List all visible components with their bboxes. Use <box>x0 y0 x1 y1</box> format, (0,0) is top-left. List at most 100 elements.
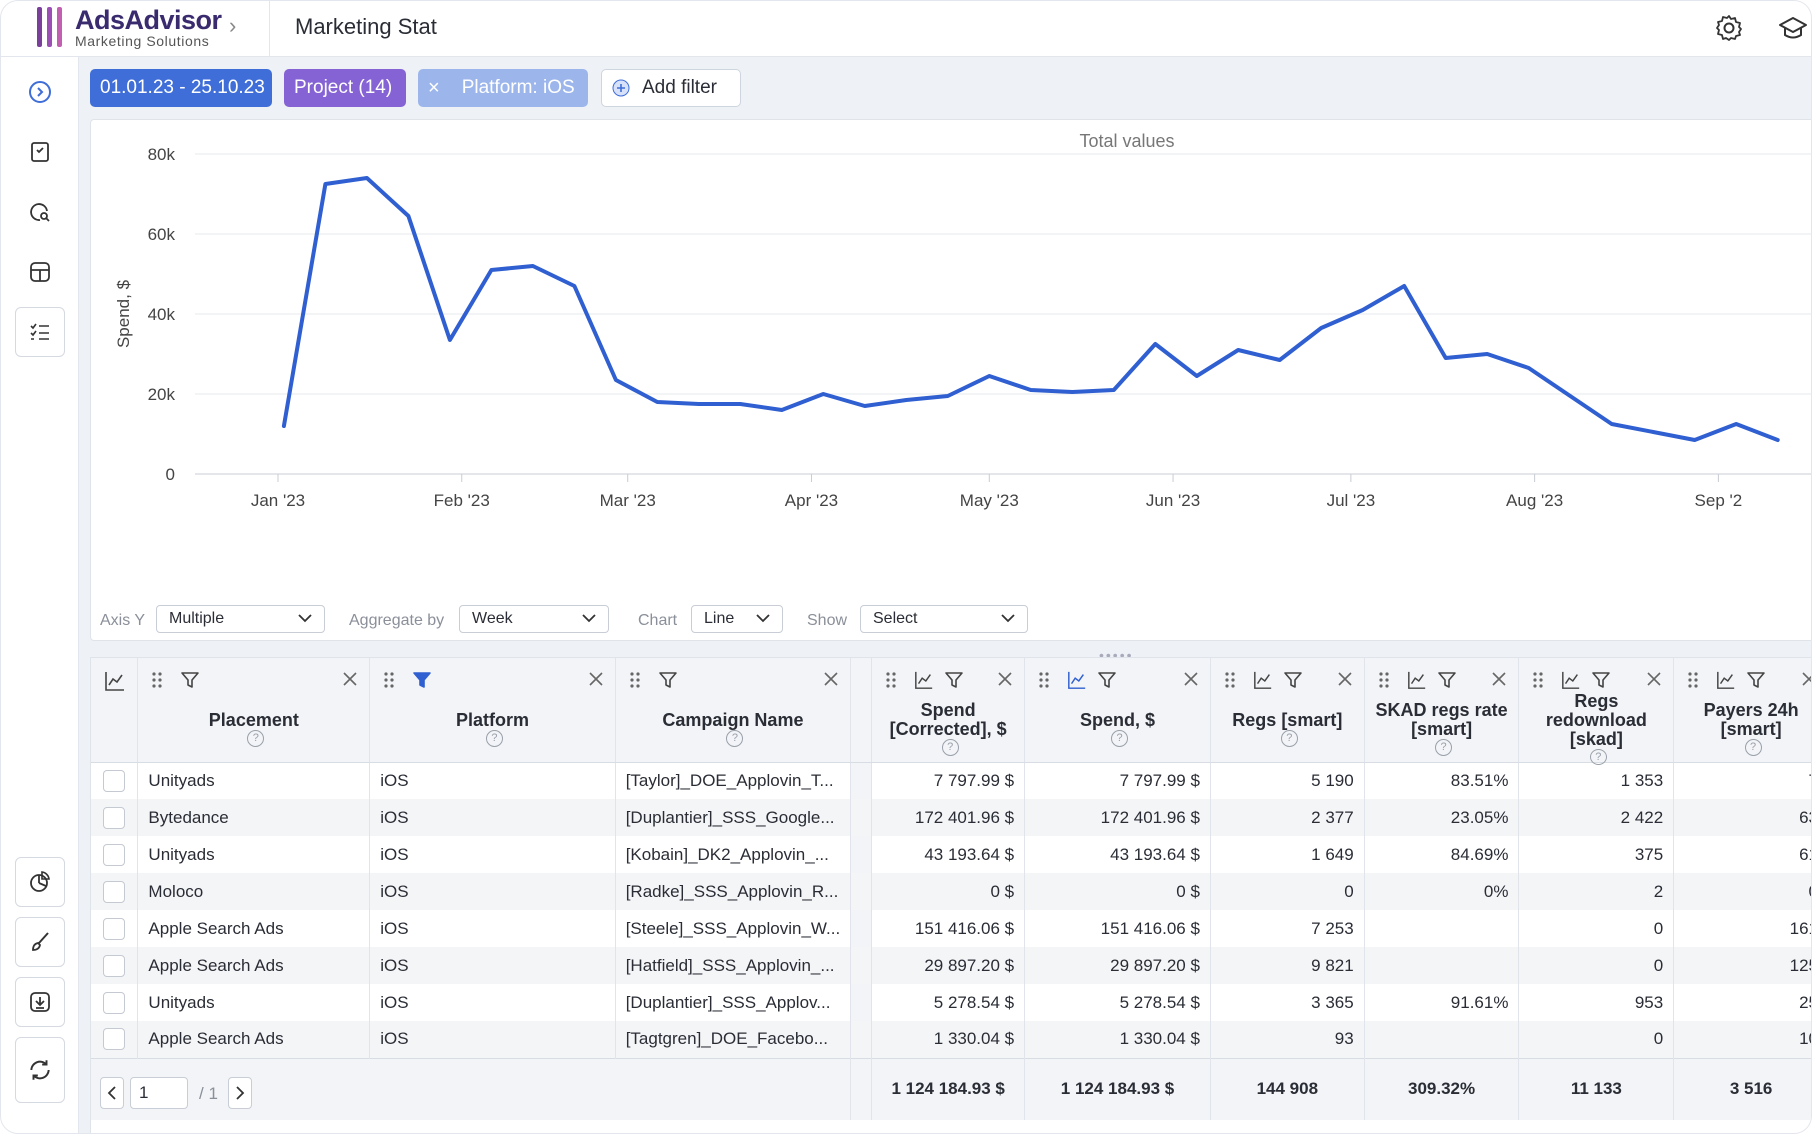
drag-handle-icon[interactable] <box>150 670 164 690</box>
row-checkbox[interactable] <box>103 806 126 829</box>
table-row[interactable]: Unityads iOS [Duplantier]_SSS_Applov... 5 2… <box>91 984 1811 1021</box>
close-icon[interactable] <box>1182 670 1200 688</box>
table-cell: 91.61% <box>1364 984 1520 1021</box>
brush-icon[interactable] <box>15 917 65 967</box>
drag-handle-icon[interactable] <box>628 670 642 690</box>
drag-handle-icon[interactable] <box>1223 670 1237 690</box>
drag-handle-icon[interactable] <box>1377 670 1391 690</box>
next-page-button[interactable] <box>228 1077 252 1109</box>
filter-icon[interactable] <box>1437 670 1457 690</box>
aggregate-select[interactable]: Week <box>459 605 609 633</box>
table-row[interactable]: Unityads iOS [Taylor]_DOE_Applovin_T... 7 7… <box>91 762 1811 799</box>
row-checkbox[interactable] <box>103 880 126 903</box>
chart-line-icon[interactable] <box>914 670 934 690</box>
column-header-spend-corrected[interactable]: Spend [Corrected], $? <box>871 658 1026 763</box>
help-icon[interactable]: ? <box>247 729 265 747</box>
chart-type-select[interactable]: Line <box>691 605 783 633</box>
row-checkbox[interactable] <box>103 1028 126 1051</box>
filter-icon[interactable] <box>944 670 964 690</box>
layout-icon[interactable] <box>21 253 59 291</box>
chart-line-icon[interactable] <box>1253 670 1273 690</box>
add-filter-button[interactable]: Add filter <box>601 69 741 107</box>
graduation-cap-icon[interactable] <box>1778 13 1808 43</box>
drag-handle-icon[interactable] <box>1037 670 1051 690</box>
table-row[interactable]: Apple Search Ads iOS [Tagtgren]_DOE_Facebo… <box>91 1021 1811 1058</box>
pie-chart-icon[interactable] <box>15 857 65 907</box>
drag-handle-icon[interactable] <box>1531 670 1545 690</box>
axis-y-select[interactable]: Multiple <box>156 605 325 633</box>
chart-line-icon[interactable] <box>104 670 126 692</box>
row-checkbox[interactable] <box>103 954 126 977</box>
close-icon[interactable] <box>996 670 1014 688</box>
download-icon[interactable] <box>15 977 65 1027</box>
close-icon[interactable] <box>341 670 359 688</box>
sync-icon[interactable] <box>15 1037 65 1103</box>
help-icon[interactable]: ? <box>726 729 744 747</box>
column-header-regs[interactable]: Regs [smart]? <box>1210 658 1365 763</box>
filter-icon[interactable] <box>1097 670 1117 690</box>
table-cell: [Taylor]_DOE_Applovin_T... <box>615 762 852 799</box>
chart-line-icon[interactable] <box>1067 670 1087 690</box>
close-icon[interactable] <box>587 670 605 688</box>
filter-icon[interactable] <box>658 670 678 690</box>
expand-sidebar-icon[interactable] <box>21 73 59 111</box>
column-header-payers-24h[interactable]: Payers 24h [smart]? <box>1673 658 1812 763</box>
table-row[interactable]: Bytedance iOS [Duplantier]_SSS_Google... 17… <box>91 799 1811 836</box>
close-icon[interactable] <box>1336 670 1354 688</box>
chart-toggle-header[interactable] <box>91 658 139 763</box>
table-row[interactable]: Apple Search Ads iOS [Hatfield]_SSS_Applov… <box>91 947 1811 984</box>
drag-handle-icon[interactable] <box>1686 670 1700 690</box>
y-tick-label: 0 <box>166 465 175 484</box>
column-header-spend[interactable]: Spend, $? <box>1024 658 1211 763</box>
table-cell: 375 <box>1518 836 1675 873</box>
project-chip[interactable]: Project (14) <box>284 69 406 107</box>
table-row[interactable]: Apple Search Ads iOS [Steele]_SSS_Applovin… <box>91 910 1811 947</box>
drag-handle-icon[interactable] <box>382 670 396 690</box>
row-checkbox[interactable] <box>103 991 126 1014</box>
prev-page-button[interactable] <box>100 1077 124 1109</box>
chart-line-icon[interactable] <box>1407 670 1427 690</box>
table-row[interactable]: Moloco iOS [Radke]_SSS_Applovin_R... 0 $0 $… <box>91 873 1811 910</box>
platform-chip[interactable]: × Platform: iOS <box>418 69 588 107</box>
help-icon[interactable]: ? <box>941 739 959 757</box>
filter-icon[interactable] <box>1746 670 1766 690</box>
column-gap <box>850 836 873 873</box>
help-icon[interactable]: ? <box>1435 739 1453 757</box>
row-checkbox[interactable] <box>103 843 126 866</box>
filter-icon[interactable] <box>180 670 200 690</box>
close-icon[interactable] <box>822 670 840 688</box>
list-view-icon[interactable] <box>15 307 65 357</box>
help-icon[interactable]: ? <box>1280 729 1298 747</box>
column-gap <box>850 762 873 799</box>
close-icon[interactable] <box>1645 670 1663 688</box>
help-icon[interactable]: ? <box>485 729 503 747</box>
row-checkbox[interactable] <box>103 769 126 792</box>
column-header-placement[interactable]: Placement? <box>137 658 371 763</box>
drag-handle-icon[interactable] <box>884 670 898 690</box>
remove-filter-icon[interactable]: × <box>428 76 440 99</box>
table-row[interactable]: Unityads iOS [Kobain]_DK2_Applovin_... 43 1… <box>91 836 1811 873</box>
help-icon[interactable]: ? <box>1744 739 1762 757</box>
close-icon[interactable] <box>1490 670 1508 688</box>
filter-icon[interactable] <box>1283 670 1303 690</box>
date-range-chip[interactable]: 01.01.23 - 25.10.23 <box>90 69 272 107</box>
refresh-search-icon[interactable] <box>21 193 59 231</box>
column-toolbar <box>1037 670 1200 692</box>
filter-icon[interactable] <box>1591 670 1611 690</box>
help-icon[interactable]: ? <box>1111 729 1129 747</box>
chart-line-icon[interactable] <box>1561 670 1581 690</box>
bookmark-icon[interactable] <box>21 133 59 171</box>
chart-line-icon[interactable] <box>1716 670 1736 690</box>
column-header-skad-regs-rate[interactable]: SKAD regs rate [smart]? <box>1364 658 1520 763</box>
show-select[interactable]: Select <box>860 605 1028 633</box>
row-checkbox[interactable] <box>103 917 126 940</box>
column-header-platform[interactable]: Platform? <box>369 658 616 763</box>
gear-icon[interactable] <box>1714 13 1744 43</box>
column-header-regs-redownload[interactable]: Regs redownload [skad]? <box>1518 658 1675 766</box>
close-icon[interactable] <box>1800 670 1812 688</box>
page-number-input[interactable] <box>130 1077 188 1109</box>
column-header-campaign-name[interactable]: Campaign Name? <box>615 658 852 763</box>
filter-icon[interactable] <box>412 670 432 690</box>
table-cell: 7 797.99 $ <box>871 762 1026 799</box>
help-icon[interactable]: ? <box>1589 749 1607 766</box>
